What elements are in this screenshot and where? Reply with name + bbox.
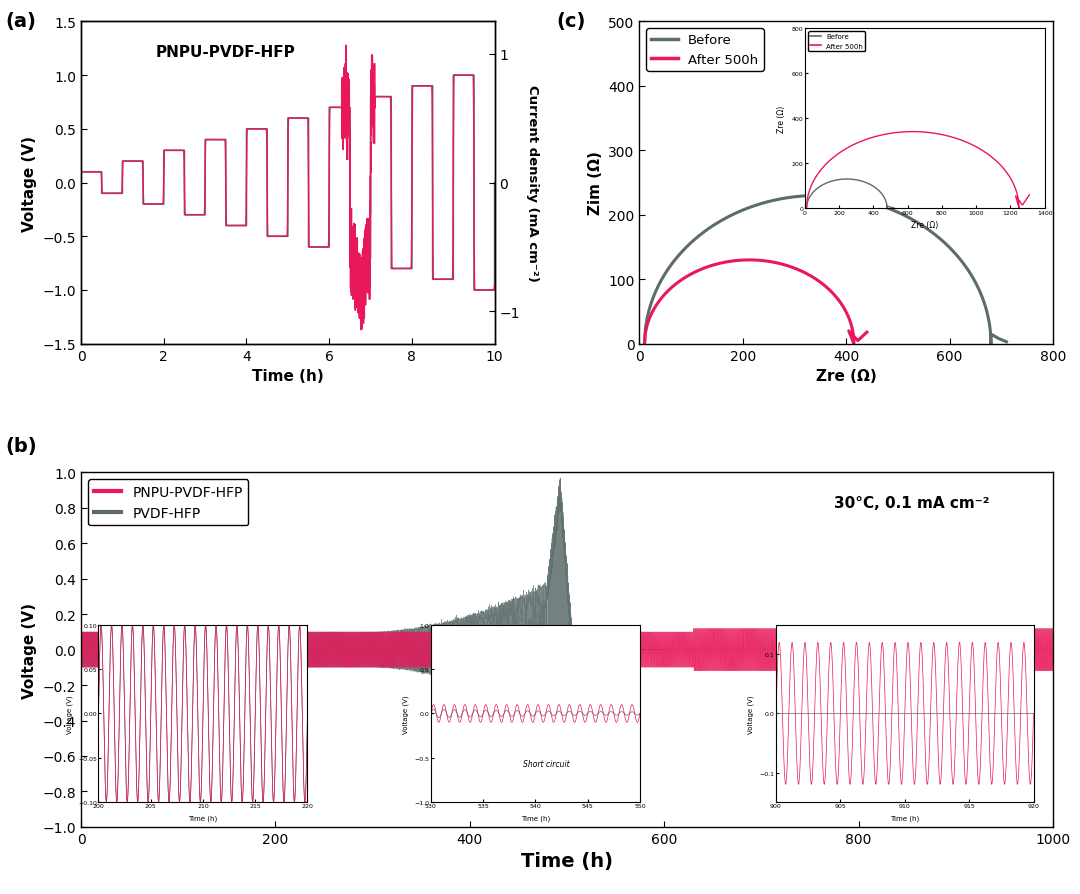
After 500h [839, 308, 852, 318]
Text: 30°C, 0.1 mA cm⁻²: 30°C, 0.1 mA cm⁻² [835, 496, 989, 510]
Y-axis label: Voltage (V): Voltage (V) [22, 602, 37, 698]
After 500h [643, 314, 656, 325]
X-axis label: Zre (Ω): Zre (Ω) [815, 368, 877, 384]
Before [699, 226, 712, 237]
After 500h [834, 297, 847, 308]
Legend: PNPU-PVDF-HFP, PVDF-HFP: PNPU-PVDF-HFP, PVDF-HFP [87, 480, 248, 526]
X-axis label: Time (h): Time (h) [521, 851, 613, 871]
Before [638, 339, 651, 350]
After 500h [743, 256, 756, 266]
Y-axis label: Current density (mA cm⁻²): Current density (mA cm⁻²) [526, 85, 539, 282]
Text: PNPU-PVDF-HFP: PNPU-PVDF-HFP [156, 45, 296, 60]
Before [692, 232, 705, 242]
Before [1000, 337, 1013, 348]
After 500h [638, 339, 651, 350]
Text: (c): (c) [556, 12, 585, 30]
Line: Before: Before [645, 196, 1007, 344]
Y-axis label: Voltage (V): Voltage (V) [22, 135, 37, 232]
Before [765, 197, 778, 207]
Text: (a): (a) [5, 12, 37, 30]
Before [773, 195, 786, 206]
Y-axis label: Zim (Ω): Zim (Ω) [588, 151, 603, 215]
Before [811, 190, 824, 201]
After 500h [842, 313, 855, 324]
Legend: Before, After 500h: Before, After 500h [646, 29, 764, 72]
Text: (b): (b) [5, 436, 37, 455]
X-axis label: Time (h): Time (h) [252, 368, 324, 384]
Before [706, 221, 719, 232]
Line: After 500h: After 500h [645, 261, 867, 344]
After 500h [768, 257, 781, 268]
Before [895, 209, 908, 220]
After 500h [718, 257, 731, 268]
After 500h [861, 327, 874, 338]
